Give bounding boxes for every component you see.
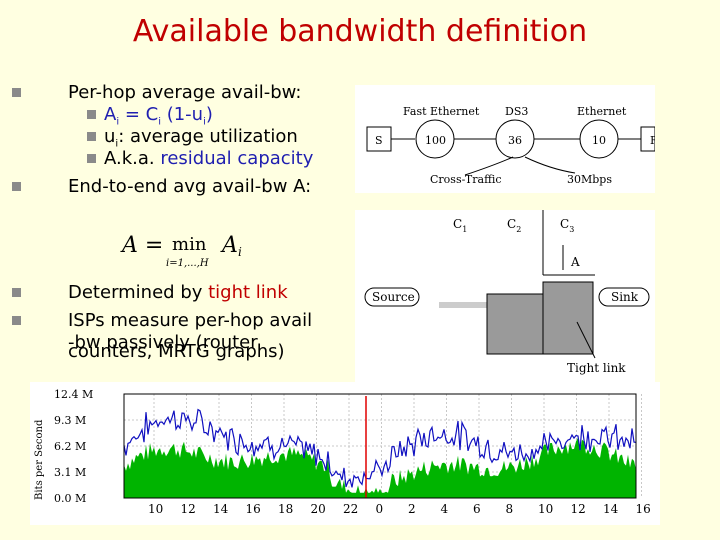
- formula: A = min i=1,...,H A i: [120, 233, 242, 269]
- sub-bullet-utilization: ui: average utilization: [104, 126, 298, 150]
- mrtg-xtick-label: 22: [343, 502, 358, 516]
- mrtg-xtick-group: 10 12 14 16 18 20 22 0 2 4 6 8 10 12 14 16: [148, 502, 651, 516]
- sub-bullet-marker: [87, 132, 96, 141]
- link-bar: [486, 293, 544, 355]
- mrtg-xtick-label: 16: [636, 502, 651, 516]
- sub-bullet-residual: A.k.a. residual capacity: [104, 148, 314, 169]
- bullet-end-to-end: End-to-end avg avail-bw A:: [68, 176, 312, 197]
- bullet-isps: ISPs measure per-hop avail: [68, 310, 313, 331]
- mrtg-out-line: [123, 408, 637, 488]
- mrtg-ylabel: Bits per Second: [34, 419, 45, 500]
- mrtg-xtick-label: 12: [571, 502, 586, 516]
- sender-label: S: [375, 134, 383, 147]
- hop-capacity: 36: [508, 134, 522, 147]
- formula-rhs-sub: i: [238, 245, 242, 259]
- mrtg-xtick-label: 12: [181, 502, 196, 516]
- mrtg-xtick-label: 2: [408, 502, 416, 516]
- c1-label: C1: [453, 217, 467, 234]
- mrtg-xtick-label: 6: [473, 502, 481, 516]
- mrtg-frame: [123, 393, 637, 499]
- bullet-marker: [12, 88, 21, 97]
- formula-sub: i=1,...,H: [166, 258, 209, 269]
- ethernet-label: Ethernet: [577, 105, 627, 118]
- formula-min: min: [172, 234, 207, 255]
- mrtg-xtick-label: 0: [376, 502, 384, 516]
- c3-label: C3: [560, 217, 574, 234]
- receiver-label: R: [650, 134, 655, 147]
- bullet-per-hop: Per-hop average avail-bw:: [68, 82, 302, 103]
- mrtg-ytick-label: 3.1 M: [54, 466, 86, 479]
- bullet-marker: [12, 182, 21, 191]
- c2-label: C2: [507, 217, 521, 234]
- hop-capacity: 10: [592, 134, 606, 147]
- cross-traffic-arrow-in: [464, 156, 514, 176]
- tight-link-label: Tight link: [567, 361, 626, 375]
- rate-label: 30Mbps: [567, 173, 612, 186]
- link-bar: [439, 302, 487, 308]
- source-label: Source: [372, 290, 415, 304]
- mrtg-xtick-label: 10: [538, 502, 553, 516]
- ds3-label: DS3: [505, 105, 528, 118]
- formula-lhs: A =: [120, 233, 163, 258]
- mrtg-ytick-group: 12.4 M 9.3 M 6.2 M 3.1 M 0.0 M: [54, 388, 93, 505]
- sink-label: Sink: [611, 290, 639, 304]
- tight-link-bar: [542, 281, 594, 355]
- cross-traffic-label: Cross-Traffic: [430, 173, 502, 186]
- hop-capacity: 100: [425, 134, 446, 147]
- mrtg-ytick-label: 9.3 M: [54, 414, 86, 427]
- bullet-tight-link: Determined by tight link: [68, 282, 288, 303]
- bullet-marker: [12, 288, 21, 297]
- mrtg-xtick-label: 18: [278, 502, 293, 516]
- bullet-marker: [12, 316, 21, 325]
- cross-traffic-arrow-out: [524, 156, 576, 174]
- mrtg-xtick-label: 4: [441, 502, 449, 516]
- bullet-isps-cont2: counters, MRTG graphs): [68, 341, 285, 362]
- mrtg-in-area: [124, 437, 636, 498]
- capacity-diagram: C1 C2 C3 A Source Sink Tight link: [355, 210, 655, 382]
- sink-box: [598, 287, 650, 307]
- path-diagram: Fast Ethernet DS3 Ethernet S 100 36 10 R…: [355, 85, 659, 193]
- mrtg-ytick-label: 0.0 M: [54, 492, 86, 505]
- mrtg-xtick-label: 10: [148, 502, 163, 516]
- fast-ethernet-label: Fast Ethernet: [403, 105, 480, 118]
- sub-bullet-marker: [87, 154, 96, 163]
- source-box: [364, 287, 420, 307]
- mrtg-xtick-label: 8: [506, 502, 514, 516]
- mrtg-xtick-label: 20: [311, 502, 326, 516]
- mrtg-graph: Bits per Second 12.4 M 9.3 M 6.2 M 3.1 M 0.0…: [30, 382, 660, 525]
- slide-title: Available bandwidth definition: [132, 14, 588, 49]
- sub-bullet-marker: [87, 110, 96, 119]
- tight-link-arrow: [576, 321, 596, 359]
- mrtg-xtick-label: 14: [213, 502, 229, 516]
- bullet-isps-cont: -bw passively (router: [68, 332, 258, 353]
- formula-rhs: A: [220, 233, 238, 258]
- mrtg-ytick-label: 6.2 M: [54, 440, 86, 453]
- a-label: A: [570, 255, 580, 269]
- mrtg-xtick-label: 16: [246, 502, 261, 516]
- sub-bullet-formula: Ai = Ci (1-ui): [104, 104, 213, 128]
- mrtg-xtick-label: 14: [603, 502, 619, 516]
- mrtg-ytick-label: 12.4 M: [54, 388, 93, 401]
